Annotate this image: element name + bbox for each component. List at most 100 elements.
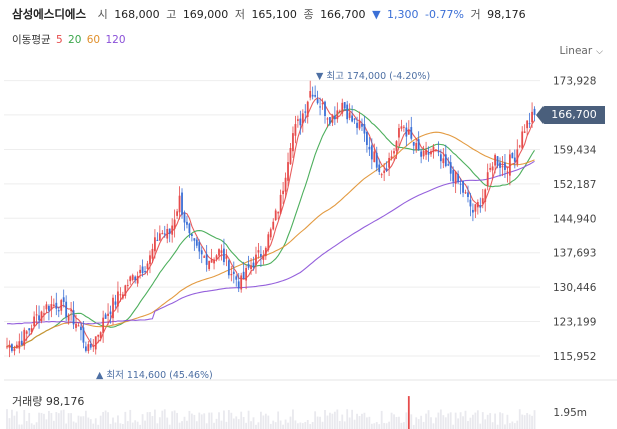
volume-bar: [92, 423, 95, 429]
candle-body: [70, 309, 72, 312]
volume-bar: [447, 413, 450, 429]
candle-body: [25, 331, 28, 334]
volume-bar: [385, 423, 388, 429]
volume-bar: [383, 422, 386, 429]
volume-bar: [161, 410, 164, 429]
volume-bar: [117, 415, 119, 429]
candle-body: [370, 145, 373, 160]
volume-bar: [296, 423, 299, 429]
volume-bar: [210, 412, 213, 429]
volume-bar: [341, 414, 344, 429]
volume-bar: [395, 417, 398, 429]
candle-body: [205, 254, 208, 265]
volume-bar: [484, 419, 487, 429]
volume-bar: [257, 422, 260, 429]
volume-bar: [292, 409, 294, 429]
candle-body: [260, 254, 262, 257]
volume-bar: [358, 416, 361, 429]
candle-body: [518, 145, 521, 147]
volume-bar: [407, 396, 410, 429]
candle-body: [104, 314, 107, 319]
candle-body: [472, 209, 474, 213]
volume-bar: [333, 411, 336, 429]
volume-bar: [516, 420, 519, 429]
scale-dropdown[interactable]: Linear ⌵: [560, 45, 603, 57]
volume-bar: [40, 412, 43, 429]
candle-body: [513, 157, 516, 162]
volume-bar: [48, 410, 50, 429]
ma-120[interactable]: 120: [105, 34, 126, 46]
volume-bar: [506, 414, 509, 429]
volume-bar: [410, 414, 413, 429]
candle-body: [109, 311, 112, 315]
candle-body: [257, 250, 260, 253]
candle-body: [496, 156, 499, 166]
candle-body: [99, 332, 102, 339]
volume-bar: [84, 410, 87, 429]
volume-bar: [499, 412, 501, 429]
volume-bar: [336, 409, 339, 429]
candle-body: [119, 294, 122, 296]
candle-body: [523, 131, 526, 133]
candle-body: [444, 154, 447, 167]
y-tick-label: 130,446: [553, 282, 597, 294]
volume-bar: [306, 419, 309, 429]
volume-bar: [195, 421, 198, 429]
candle-body: [358, 121, 361, 129]
volume-bar: [378, 424, 381, 429]
candle-body: [319, 106, 321, 108]
ma-20[interactable]: 20: [68, 34, 82, 46]
volume-bar: [223, 410, 225, 429]
volume-bar: [489, 413, 492, 429]
volume-bar: [104, 410, 107, 429]
candlesticks: [6, 80, 536, 358]
volume-bar: [15, 411, 18, 429]
candle-body: [484, 189, 487, 202]
volume-bar: [109, 423, 112, 429]
candle-body: [299, 118, 302, 126]
volume-bar: [457, 418, 460, 429]
ma-5[interactable]: 5: [55, 34, 63, 46]
volume-bar: [398, 416, 400, 429]
candle-body: [89, 344, 92, 348]
volume-bar: [186, 420, 188, 429]
volume-bar: [193, 414, 196, 429]
candle-body: [149, 255, 151, 265]
candle-body: [494, 154, 496, 166]
ma-60[interactable]: 60: [86, 34, 101, 46]
volume-bar: [287, 422, 289, 429]
candle-body: [454, 171, 457, 184]
change-value: 1,300: [387, 8, 419, 21]
candle-body: [516, 149, 519, 165]
price-chart[interactable]: 173,928 159,434 152,187 144,940 137,693 130,4…: [0, 58, 617, 429]
candle-body: [141, 266, 144, 274]
candle-body: [65, 301, 68, 318]
volume-bar: [158, 417, 161, 429]
candle-body: [452, 170, 455, 182]
candle-body: [474, 204, 477, 212]
volume-bar: [198, 412, 201, 429]
min-annotation: ▲ 최저 114,600 (45.46%): [96, 370, 213, 381]
volume-bar: [25, 421, 28, 429]
candle-body: [506, 171, 509, 173]
candle-body: [432, 146, 435, 153]
candle-body: [274, 210, 277, 221]
volume-bar: [151, 416, 154, 429]
stock-name: 삼성에스디에스: [12, 7, 87, 21]
candle-body: [18, 341, 21, 349]
volume-bar: [107, 412, 109, 429]
volume-bar: [402, 422, 405, 429]
candle-body: [351, 115, 354, 122]
candle-body: [417, 139, 420, 150]
volume-bar: [299, 422, 302, 429]
candle-body: [218, 249, 220, 256]
candle-body: [84, 346, 87, 351]
volume-bar: [70, 413, 72, 429]
candle-body: [366, 131, 368, 145]
candle-body: [388, 157, 390, 168]
candle-body: [415, 142, 418, 150]
volume-bar: [496, 424, 499, 429]
candle-body: [242, 271, 245, 279]
candle-body: [462, 180, 464, 193]
candle-body: [447, 164, 450, 166]
